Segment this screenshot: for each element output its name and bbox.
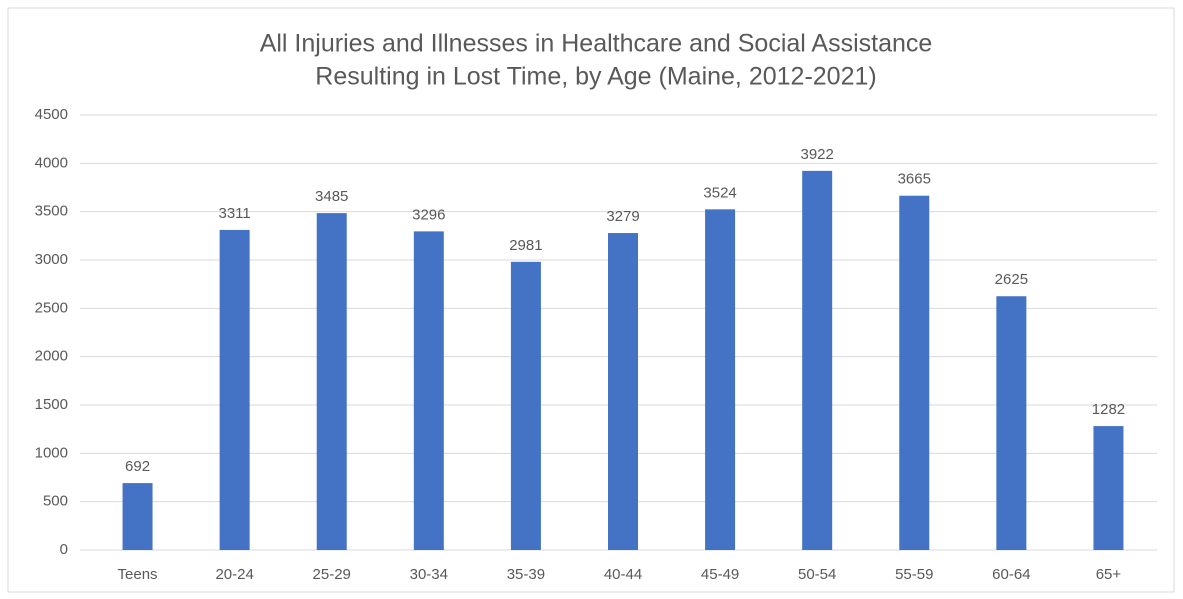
bar (1093, 426, 1124, 550)
chart-title: All Injuries and Illnesses in Healthcare… (260, 30, 933, 58)
y-tick-label: 3500 (35, 203, 68, 220)
x-tick-label: 65+ (1096, 566, 1122, 583)
bar (899, 195, 930, 550)
y-tick-label: 0 (60, 541, 68, 558)
x-tick-label: 30-34 (410, 566, 448, 583)
data-label: 2981 (509, 237, 542, 254)
y-tick-label: 1000 (35, 444, 68, 461)
data-label: 3296 (412, 206, 445, 223)
data-label: 2625 (995, 271, 1028, 288)
x-tick-label: Teens (118, 566, 158, 583)
bar (608, 233, 638, 550)
x-tick-label: 45-49 (701, 566, 739, 583)
bar (802, 170, 833, 550)
x-tick-label: 20-24 (215, 566, 253, 583)
bar (122, 483, 153, 550)
data-label: 3485 (315, 188, 348, 205)
y-tick-label: 3000 (35, 251, 68, 268)
x-tick-label: 55-59 (895, 566, 933, 583)
y-tick-label: 2500 (35, 299, 68, 316)
data-label: 3665 (898, 171, 931, 188)
data-label: 692 (125, 458, 150, 475)
bar (219, 229, 250, 551)
x-tick-label: 60-64 (992, 566, 1030, 583)
bar (996, 296, 1027, 550)
chart-border (7, 7, 1175, 593)
bar (510, 261, 541, 550)
data-label: 3279 (606, 208, 639, 225)
data-label: 3311 (219, 205, 251, 222)
x-tick-label: 50-54 (798, 566, 836, 583)
y-tick-label: 4000 (35, 154, 68, 171)
bar (413, 231, 444, 551)
data-label: 3524 (703, 184, 736, 201)
x-tick-label: 35-39 (507, 566, 545, 583)
x-tick-label: 40-44 (604, 566, 642, 583)
y-tick-label: 4500 (35, 106, 68, 123)
bar (705, 209, 736, 550)
bar (316, 213, 347, 550)
y-tick-label: 1500 (35, 396, 68, 413)
x-tick-label: 25-29 (313, 566, 351, 583)
y-tick-label: 2000 (35, 348, 68, 365)
data-label: 1282 (1092, 401, 1125, 418)
data-label: 3922 (800, 146, 833, 163)
chart-title: Resulting in Lost Time, by Age (Maine, 2… (315, 63, 876, 91)
y-tick-label: 500 (43, 493, 68, 510)
